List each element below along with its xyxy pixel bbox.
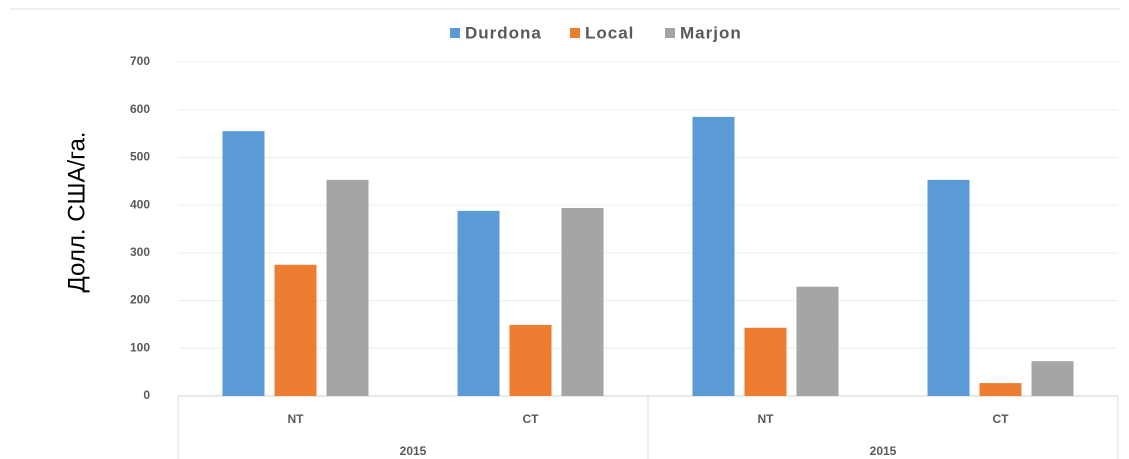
- bar: [1031, 361, 1074, 396]
- y-tick-label: 500: [130, 150, 150, 164]
- legend-swatch: [450, 28, 460, 38]
- bar: [457, 210, 500, 396]
- legend-label: Marjon: [680, 23, 742, 42]
- y-tick-label: 400: [130, 197, 150, 211]
- bar: [561, 208, 604, 396]
- x-tick-label: NT: [758, 412, 775, 426]
- bar: [274, 264, 317, 396]
- legend-label: Durdona: [465, 23, 542, 42]
- bar: [927, 179, 970, 396]
- y-tick-label: 100: [130, 340, 150, 354]
- group-label: 2015: [870, 444, 897, 458]
- bar: [222, 131, 265, 396]
- legend-swatch: [665, 28, 675, 38]
- legend-label: Local: [585, 23, 634, 42]
- x-tick-label: CT: [993, 412, 1010, 426]
- y-tick-label: 700: [130, 54, 150, 68]
- bar: [744, 327, 787, 396]
- group-label: 2015: [400, 444, 427, 458]
- bar: [509, 324, 552, 396]
- legend-swatch: [570, 28, 580, 38]
- y-tick-label: 300: [130, 245, 150, 259]
- y-tick-label: 200: [130, 293, 150, 307]
- y-tick-label: 0: [143, 388, 150, 402]
- x-tick-label: CT: [523, 412, 540, 426]
- bar: [979, 383, 1022, 396]
- y-tick-label: 600: [130, 102, 150, 116]
- y-axis-label: Долл. США/га.: [63, 132, 90, 293]
- bar: [796, 286, 839, 396]
- x-tick-label: NT: [288, 412, 305, 426]
- bar: [326, 179, 369, 396]
- bar: [692, 116, 735, 396]
